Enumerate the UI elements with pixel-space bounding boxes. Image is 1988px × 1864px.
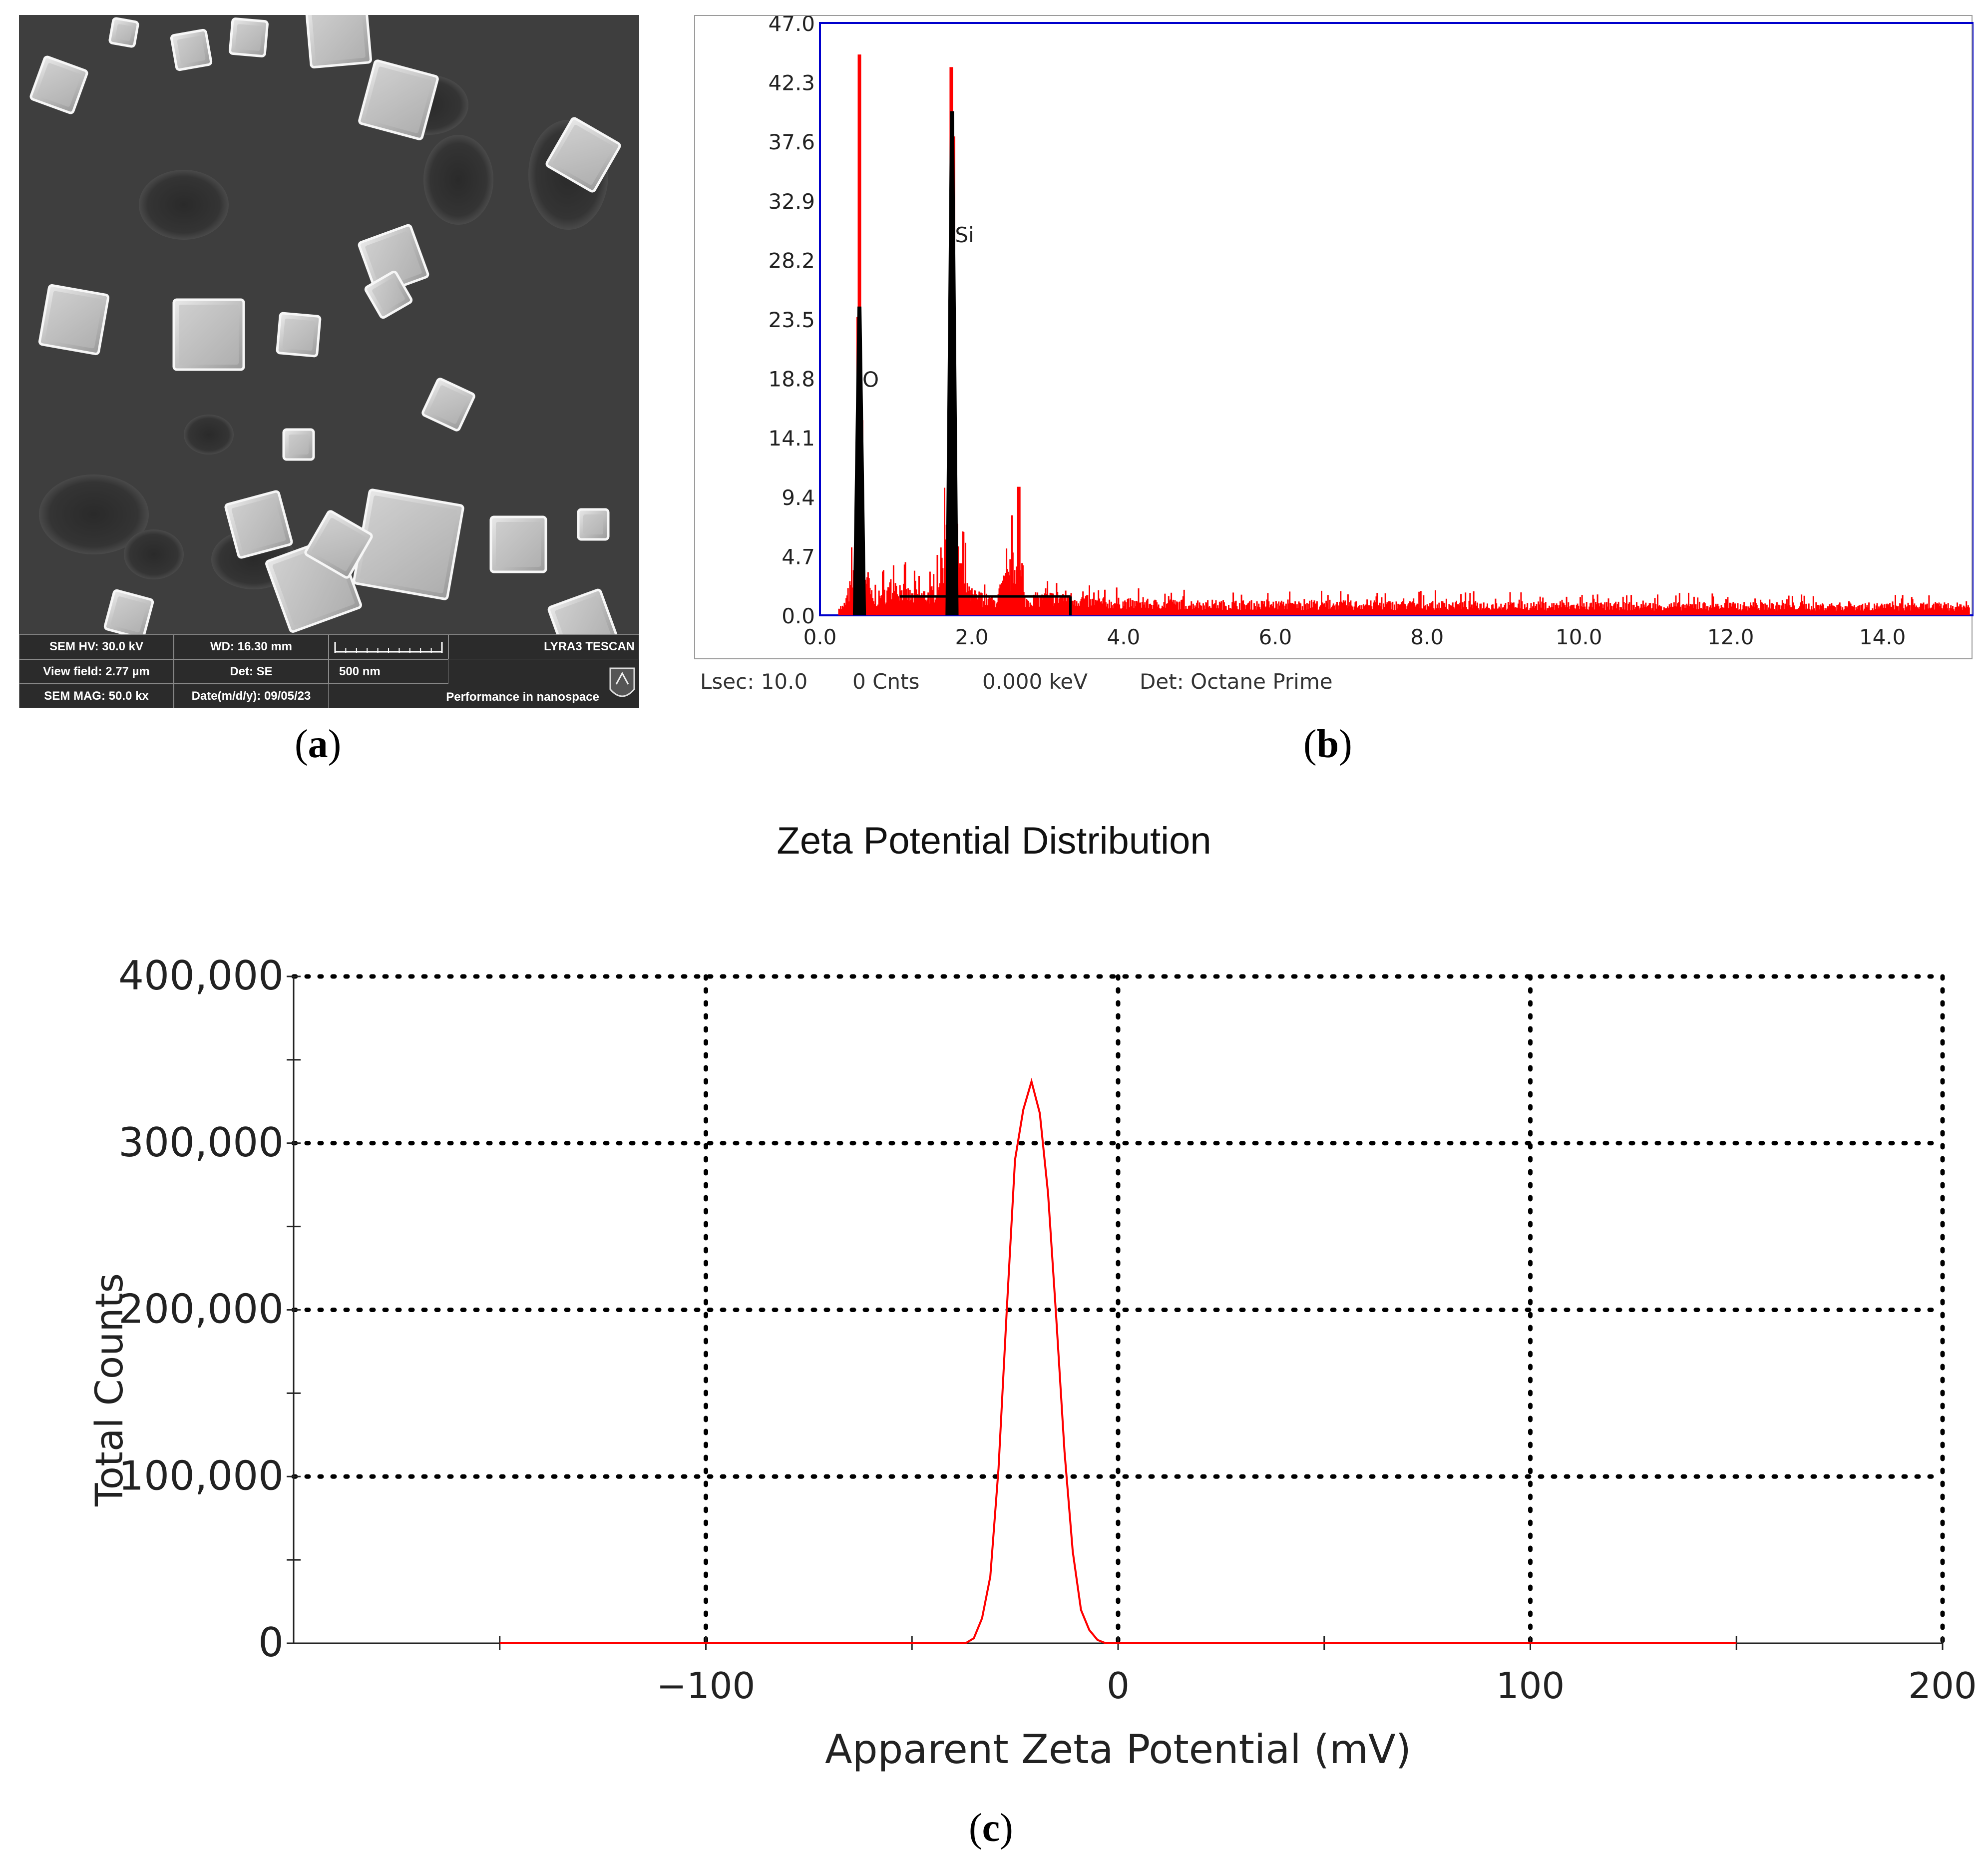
sem-tagline: Performance in nanospace: [446, 690, 599, 704]
sem-hv-label: SEM HV: 30.0 kV: [19, 634, 174, 659]
eds-y-tick-label: 37.6: [768, 130, 815, 154]
sem-crystal: [224, 490, 293, 559]
caption-b: (b): [1303, 722, 1352, 766]
eds-x-tick-label: 14.0: [1859, 625, 1906, 649]
sem-crystal: [545, 117, 621, 193]
sem-crystal: [29, 55, 88, 114]
eds-fit-baseline: [899, 595, 1072, 615]
sem-crystal: [364, 270, 413, 319]
eds-y-tick-label: 9.4: [782, 485, 815, 510]
sem-micrograph-panel: SEM HV: 30.0 kV WD: 16.30 mm LYRA3 TESCA…: [19, 15, 639, 708]
sem-scale-bar: [329, 634, 448, 659]
zeta-y-tick-label: 100,000: [118, 1452, 284, 1499]
zeta-y-tick-label: 200,000: [118, 1286, 284, 1333]
eds-y-tick-label: 18.8: [768, 367, 815, 392]
zeta-x-tick-label: 200: [1908, 1665, 1977, 1707]
zeta-y-axis-label: Total Counts: [87, 1273, 131, 1507]
eds-fit-peak: [945, 111, 959, 616]
sem-crystal: [38, 284, 110, 356]
tescan-logo-icon: [609, 667, 635, 697]
sem-view-field-label: View field: 2.77 µm: [19, 659, 174, 684]
sem-pit: [39, 474, 149, 554]
zeta-y-tick-label: 300,000: [118, 1119, 284, 1166]
eds-kev: 0.000 keV: [982, 669, 1088, 694]
sem-crystal: [358, 224, 429, 296]
sem-crystal: [577, 508, 610, 541]
eds-plot-border: [819, 22, 1975, 616]
sem-crystal: [108, 17, 139, 48]
zeta-x-axis-label: Apparent Zeta Potential (mV): [825, 1726, 1411, 1773]
eds-peak-label-o: O: [862, 368, 879, 392]
sem-crystal: [103, 589, 154, 634]
eds-spectrum-series: [838, 317, 1970, 615]
eds-x-tick-label: 2.0: [955, 625, 989, 649]
sem-detector-label: Det: SE: [174, 659, 329, 684]
sem-crystal: [276, 312, 322, 358]
sem-date-label: Date(m/d/y): 09/05/23: [174, 684, 329, 708]
sem-crystal: [353, 488, 464, 600]
eds-fit-peak: [852, 306, 866, 616]
sem-pit: [184, 415, 234, 455]
sem-scale-label: 500 nm: [329, 659, 448, 684]
sem-crystal: [170, 28, 213, 71]
eds-spectrum-chart: 0.0 4.7 9.4 14.1 18.8 23.5 28.2 32.9 37.6 42.3 47.…: [768, 11, 1975, 649]
eds-y-tick-label: 14.1: [768, 426, 815, 451]
sem-crystal: [229, 17, 269, 57]
sem-pit: [423, 135, 493, 225]
zeta-x-tick-label: 100: [1496, 1665, 1565, 1707]
sem-pit: [139, 170, 229, 240]
sem-crystal: [304, 510, 373, 579]
sem-crystal: [489, 515, 547, 573]
zeta-potential-chart: −100 0 100 200 0 100,000 200,000 300,000 400,000…: [87, 952, 1977, 1773]
zeta-y-tick-label: 400,000: [118, 952, 284, 999]
caption-c: (c): [969, 1806, 1013, 1850]
zeta-distribution-series: [499, 1077, 1737, 1644]
sem-pit: [124, 529, 184, 579]
caption-a: (a): [295, 722, 342, 766]
eds-detector: Det: Octane Prime: [1140, 669, 1333, 694]
zeta-x-tick-label: 0: [1107, 1665, 1130, 1707]
eds-x-tick-label: 10.0: [1556, 625, 1602, 649]
eds-peak-label-si: Si: [955, 223, 974, 247]
eds-y-tick-label: 32.9: [768, 189, 815, 214]
zeta-chart-title: Zeta Potential Distribution: [777, 820, 1211, 862]
eds-x-tick-label: 6.0: [1258, 625, 1292, 649]
scale-bar-ruler: [334, 642, 443, 653]
eds-spectrum-panel: 0.0 4.7 9.4 14.1 18.8 23.5 28.2 32.9 37.6 42.3 47.…: [694, 11, 1975, 694]
zeta-y-tick-label: 0: [258, 1619, 284, 1666]
eds-lsec: Lsec: 10.0: [700, 669, 808, 694]
eds-x-tick-label: 8.0: [1410, 625, 1444, 649]
sem-crystal: [282, 428, 315, 461]
sem-info-bar: SEM HV: 30.0 kV WD: 16.30 mm LYRA3 TESCA…: [19, 634, 639, 708]
eds-y-tick-label: 47.0: [768, 16, 815, 36]
eds-y-tick-label: 0.0: [782, 604, 815, 628]
sem-wd-label: WD: 16.30 mm: [174, 634, 329, 659]
sem-crystal: [305, 15, 373, 69]
eds-spectrum-frame: 0.0 4.7 9.4 14.1 18.8 23.5 28.2 32.9 37.6 42.3 47.…: [694, 11, 1975, 659]
eds-y-tick-label: 42.3: [768, 71, 815, 95]
sem-brand-label: LYRA3 TESCAN: [448, 634, 639, 659]
eds-y-tick-label: 23.5: [768, 308, 815, 332]
sem-crystal: [358, 59, 439, 140]
eds-y-tick-label: 28.2: [768, 248, 815, 273]
eds-x-tick-label: 4.0: [1107, 625, 1140, 649]
sem-crystal: [421, 378, 475, 432]
sem-mag-label: SEM MAG: 50.0 kx: [19, 684, 174, 708]
zeta-x-tick-label: −100: [657, 1665, 756, 1707]
sem-micrograph-image: [19, 15, 639, 634]
eds-x-tick-label: 0.0: [803, 625, 837, 649]
eds-x-tick-label: 12.0: [1707, 625, 1754, 649]
sem-crystal: [547, 588, 619, 634]
eds-counts: 0 Cnts: [852, 669, 920, 694]
sem-crystal: [172, 298, 245, 371]
eds-y-tick-label: 4.7: [782, 544, 815, 569]
